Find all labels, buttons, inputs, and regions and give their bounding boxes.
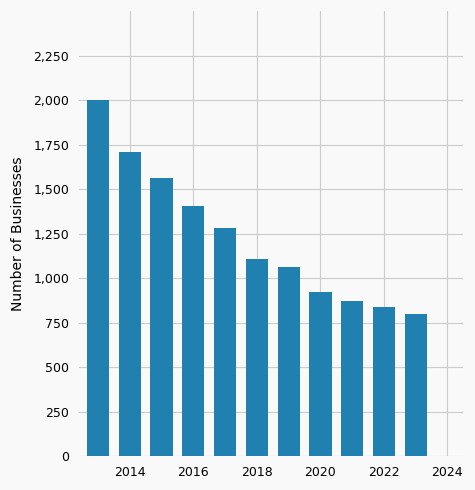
- Y-axis label: Number of Businesses: Number of Businesses: [11, 156, 25, 311]
- Bar: [246, 259, 268, 456]
- Bar: [373, 307, 395, 456]
- Bar: [405, 314, 427, 456]
- Bar: [119, 152, 141, 456]
- Bar: [277, 268, 300, 456]
- Bar: [309, 293, 332, 456]
- Bar: [151, 177, 173, 456]
- Bar: [341, 301, 363, 456]
- Bar: [182, 206, 204, 456]
- Bar: [214, 228, 236, 456]
- Bar: [87, 100, 109, 456]
